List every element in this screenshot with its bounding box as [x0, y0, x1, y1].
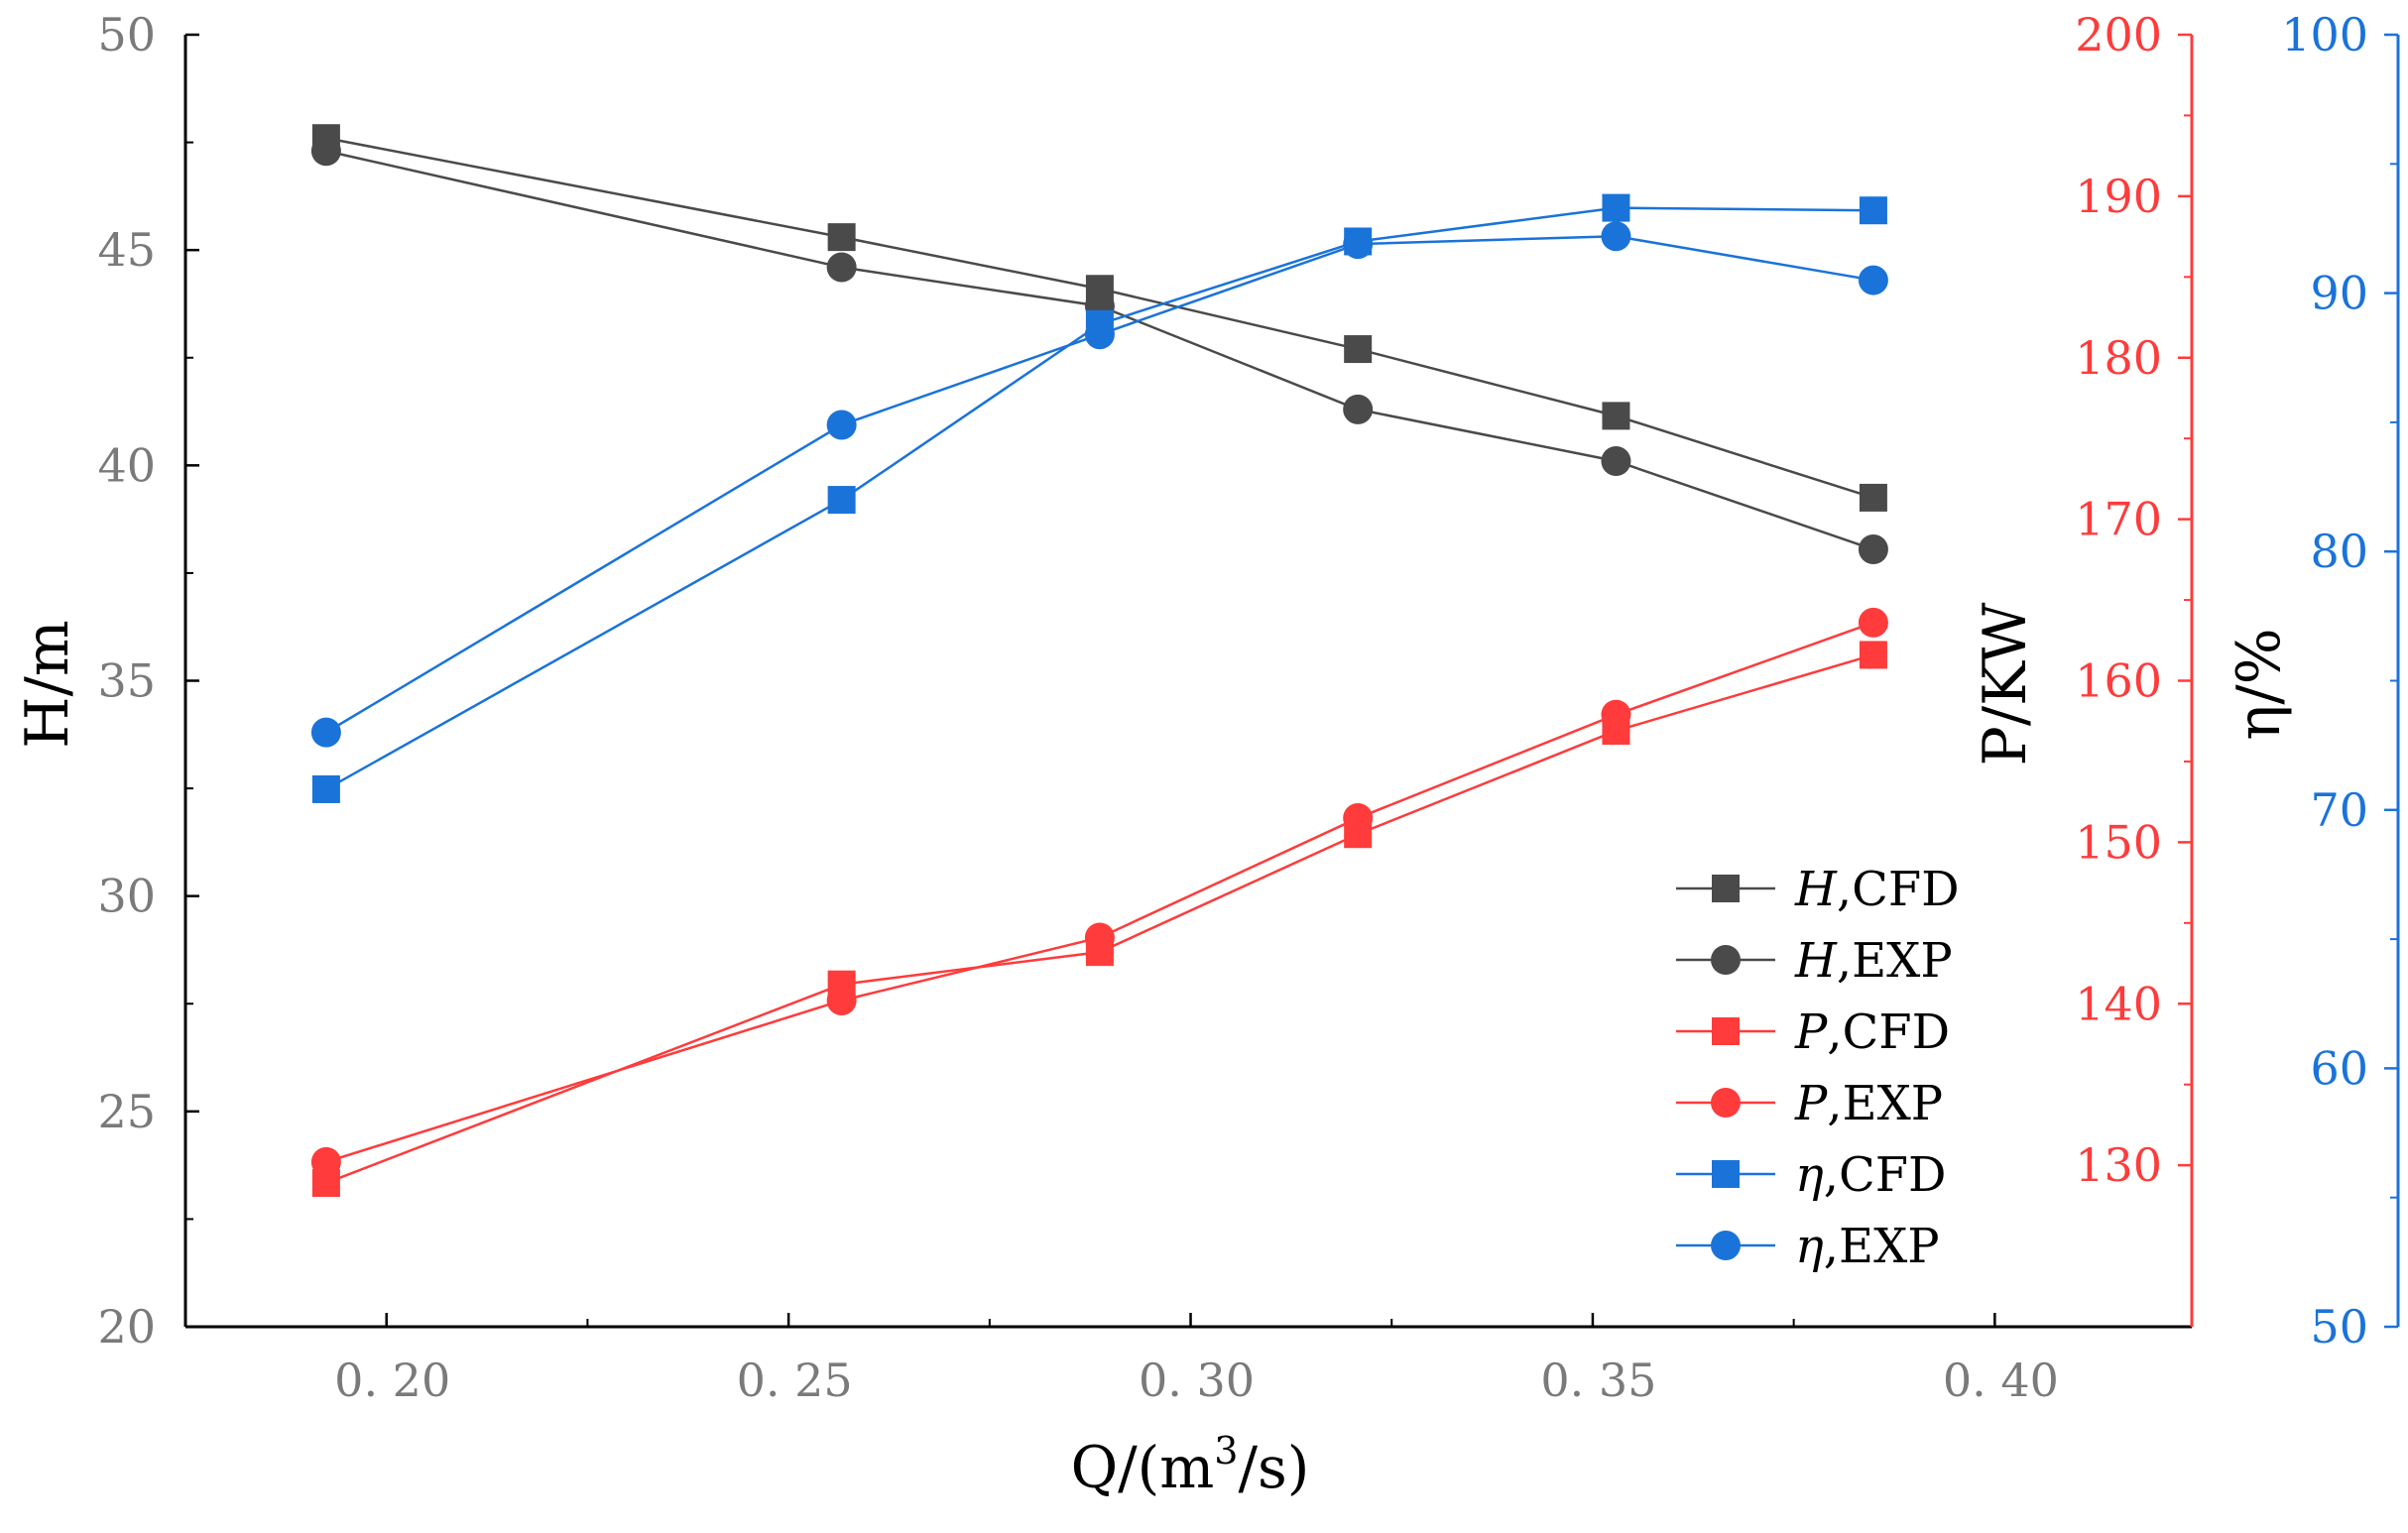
series-p-exp — [310, 607, 1888, 1177]
h-tick-label: 20 — [97, 1300, 156, 1354]
h-tick-label: 40 — [97, 438, 156, 492]
legend: H,CFD H,EXP P,CFD P,EXP η,CFD η,EXP — [1676, 862, 1960, 1274]
series-eta-exp — [310, 221, 1888, 748]
h-tick-label: 30 — [97, 870, 156, 923]
legend-item-h-exp: H,EXP — [1676, 933, 1953, 989]
x-tick-label: 0. 20 — [334, 1354, 450, 1407]
p-tick-label: 160 — [2075, 654, 2162, 708]
data-point-marker — [1601, 445, 1631, 476]
eta-tick-label: 100 — [2281, 8, 2368, 61]
p-tick-label: 130 — [2075, 1138, 2162, 1192]
series-layer — [310, 124, 1888, 1198]
x-tick-label: 0. 25 — [737, 1354, 853, 1407]
data-point-marker — [1344, 335, 1373, 364]
series-line — [325, 137, 1874, 500]
eta-tick-label: 70 — [2310, 783, 2368, 837]
legend-label: H,EXP — [1794, 933, 1953, 989]
legend-item-p-cfd: P,CFD — [1676, 1004, 1950, 1060]
p-tick-label: 150 — [2075, 815, 2162, 869]
legend-label: P,CFD — [1794, 1004, 1950, 1060]
series-line — [325, 621, 1874, 1164]
h-tick-label: 50 — [97, 8, 156, 61]
legend-item-p-exp: P,EXP — [1676, 1076, 1943, 1131]
legend-item-eta-cfd: η,CFD — [1676, 1147, 1947, 1203]
data-point-marker — [1601, 699, 1631, 730]
legend-marker — [1712, 1017, 1740, 1045]
x-axis-title: Q/(m3/s) — [1071, 1429, 1310, 1501]
series-h-cfd — [311, 124, 1887, 512]
data-point-marker — [1343, 394, 1374, 424]
data-point-marker — [827, 223, 856, 252]
h-tick-label: 45 — [97, 223, 156, 277]
data-point-marker — [1859, 483, 1887, 512]
data-point-marker — [1859, 196, 1887, 225]
p-tick-label: 200 — [2075, 8, 2162, 61]
legend-item-eta-exp: η,EXP — [1676, 1219, 1940, 1274]
series-line — [325, 206, 1873, 791]
legend-label: H,CFD — [1794, 862, 1960, 917]
legend-marker — [1711, 945, 1741, 975]
data-point-marker — [1601, 221, 1631, 252]
legend-marker — [1711, 1088, 1741, 1118]
p-axis-title: P/KW — [1971, 602, 2040, 766]
x-tick-label: 0. 40 — [1943, 1354, 2059, 1407]
data-point-marker — [1602, 193, 1630, 222]
legend-marker — [1712, 875, 1740, 902]
data-point-marker — [827, 486, 856, 515]
data-point-marker — [1858, 265, 1888, 295]
h-axis-title: H/m — [13, 620, 82, 748]
legend-label: P,EXP — [1794, 1076, 1943, 1131]
data-point-marker — [1858, 607, 1888, 638]
data-point-marker — [310, 1146, 341, 1177]
p-tick-label: 180 — [2075, 331, 2162, 385]
series-h-exp — [310, 136, 1888, 565]
series-line — [325, 150, 1874, 551]
p-tick-label: 190 — [2075, 170, 2162, 223]
legend-marker — [1711, 1231, 1741, 1260]
eta-tick-label: 50 — [2310, 1300, 2368, 1354]
data-point-marker — [826, 985, 857, 1015]
data-point-marker — [826, 410, 857, 440]
h-tick-label: 25 — [97, 1085, 156, 1138]
series-line — [325, 653, 1874, 1185]
data-point-marker — [1602, 402, 1630, 430]
data-point-marker — [310, 136, 341, 167]
series-line — [325, 235, 1874, 734]
p-tick-label: 140 — [2075, 977, 2162, 1030]
eta-tick-label: 60 — [2310, 1041, 2368, 1095]
data-point-marker — [1343, 802, 1374, 833]
x-tick-label: 0. 30 — [1139, 1354, 1255, 1407]
legend-marker — [1712, 1160, 1740, 1188]
series-p-cfd — [311, 641, 1887, 1198]
legend-item-h-cfd: H,CFD — [1676, 862, 1960, 917]
data-point-marker — [1343, 229, 1374, 260]
data-point-marker — [1859, 641, 1887, 669]
h-tick-label: 35 — [97, 654, 156, 708]
x-tick-label: 0. 35 — [1540, 1354, 1656, 1407]
data-point-marker — [310, 717, 341, 748]
data-point-marker — [1084, 922, 1115, 953]
legend-label: η,CFD — [1795, 1147, 1947, 1203]
p-tick-label: 170 — [2075, 493, 2162, 546]
data-point-marker — [826, 252, 857, 283]
legend-label: η,EXP — [1795, 1219, 1940, 1274]
data-point-marker — [1084, 319, 1115, 350]
axes-layer: 0. 20 0. 25 0. 30 0. 35 0. 40 Q/(m3/s) 20 25 30 3… — [13, 8, 2400, 1501]
data-point-marker — [311, 774, 340, 803]
eta-axis-title: η/% — [2225, 628, 2294, 740]
eta-tick-label: 80 — [2310, 525, 2368, 578]
eta-tick-label: 90 — [2310, 267, 2368, 320]
data-point-marker — [1858, 534, 1888, 565]
